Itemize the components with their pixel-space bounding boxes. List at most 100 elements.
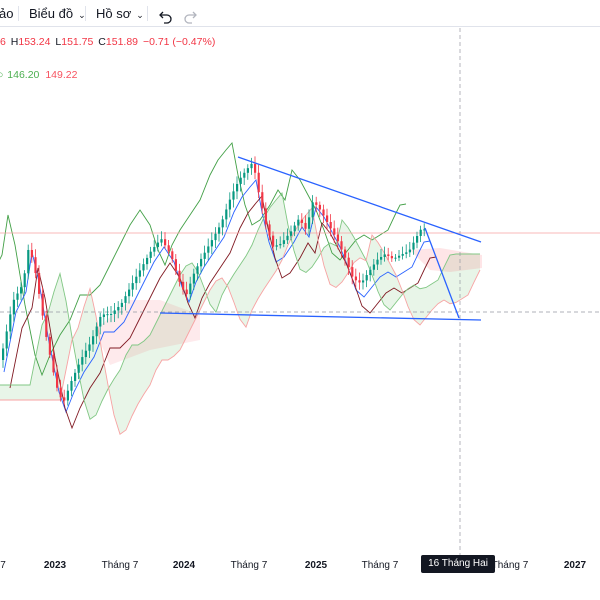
candle: [250, 157, 253, 175]
candle: [376, 252, 379, 271]
toolbar-divider: [147, 6, 148, 21]
candle: [308, 209, 311, 236]
candle: [383, 246, 386, 262]
candle: [401, 246, 404, 260]
candle: [408, 241, 411, 258]
candle: [56, 365, 59, 392]
candle: [210, 232, 213, 255]
ichimoku-value-2: 149.22: [45, 69, 78, 81]
candle: [423, 223, 426, 237]
candle: [23, 270, 26, 294]
legend-high-value: 153.24: [18, 36, 51, 48]
candle: [315, 196, 318, 212]
profile-menu-button[interactable]: Hồ sơ ⌄: [96, 0, 144, 27]
candle: [99, 312, 102, 335]
top-toolbar: ảo Biểu đồ ⌄ Hồ sơ ⌄: [0, 0, 600, 27]
candle: [200, 253, 203, 274]
candle: [254, 156, 257, 180]
candle: [243, 168, 246, 185]
candle: [63, 389, 66, 406]
candle: [225, 203, 228, 228]
candle: [272, 231, 275, 251]
chart-type-menu-button[interactable]: Biểu đồ ⌄: [29, 0, 86, 27]
candle: [333, 220, 336, 243]
candle: [232, 183, 235, 208]
candle: [344, 246, 347, 266]
candle: [92, 330, 95, 352]
candle: [268, 220, 271, 241]
candle: [59, 379, 62, 402]
time-axis[interactable]: 7 2023 Tháng 7 2024 Tháng 7 2025 Tháng 7 Tháng …: [0, 560, 586, 571]
candle: [138, 263, 141, 284]
candle: [38, 265, 41, 299]
candle: [66, 384, 69, 406]
candle: [70, 376, 73, 397]
candle: [167, 240, 170, 255]
candle: [156, 234, 159, 252]
candle: [362, 273, 365, 290]
leading-span-a-line: [0, 191, 480, 421]
candle: [329, 214, 332, 237]
ichimoku-visibility-icon[interactable]: ○: [0, 69, 4, 81]
resistance-trendline[interactable]: [237, 156, 482, 243]
candle: [380, 249, 383, 265]
time-axis-tick-label: 2024: [173, 560, 196, 571]
toolbar-divider: [85, 6, 86, 21]
candle: [52, 349, 55, 376]
candle: [318, 201, 321, 217]
candle: [275, 239, 278, 251]
candle: [261, 184, 264, 215]
candle: [182, 273, 185, 295]
candle: [264, 202, 267, 230]
redo-icon: [184, 11, 197, 24]
candle: [106, 306, 109, 323]
candle: [300, 213, 303, 229]
legend-low-value: 151.75: [61, 36, 94, 48]
candle: [218, 222, 221, 242]
candle: [322, 204, 325, 223]
candle: [12, 291, 15, 322]
candle: [131, 275, 134, 297]
candle: [214, 227, 217, 248]
undo-button[interactable]: [157, 6, 173, 24]
candle: [164, 232, 167, 249]
candle: [124, 291, 127, 311]
crosshair-date-label: 16 Tháng Hai '26: [421, 555, 495, 587]
candle: [354, 268, 357, 288]
price-chart[interactable]: 7 2023 Tháng 7 2024 Tháng 7 2025 Tháng 7 Tháng …: [0, 27, 600, 600]
candle: [203, 245, 206, 267]
breakdown-projection-line[interactable]: [424, 227, 460, 319]
leading-span-b-line: [0, 206, 481, 436]
candle: [394, 254, 397, 262]
candle: [347, 252, 350, 275]
candle: [16, 286, 19, 307]
legend-close-label: C: [98, 36, 106, 48]
candle: [304, 215, 307, 235]
candle: [135, 268, 138, 290]
candlestick-series: [2, 156, 426, 406]
legend-high-label: H: [10, 36, 19, 48]
toolbar-menu-item[interactable]: ảo: [0, 6, 14, 21]
candle: [351, 260, 354, 285]
redo-button[interactable]: [183, 6, 199, 24]
legend-open-value: 6: [0, 36, 6, 48]
support-trendline[interactable]: [159, 312, 482, 321]
candle: [387, 247, 390, 261]
candle: [77, 358, 80, 380]
candle: [257, 164, 260, 199]
chevron-down-icon: ⌄: [136, 10, 144, 20]
ichimoku-value-1: 146.20: [7, 69, 40, 81]
candle: [27, 244, 30, 280]
candle: [160, 231, 163, 247]
chevron-down-icon: ⌄: [78, 10, 86, 20]
candle: [178, 263, 181, 287]
candle: [88, 336, 91, 358]
candle: [30, 242, 33, 263]
candle: [192, 268, 195, 290]
candle: [110, 306, 113, 323]
profile-menu-label: Hồ sơ: [96, 6, 132, 21]
candle: [369, 266, 372, 282]
candle: [9, 306, 12, 339]
time-axis-tick-label: Tháng 7: [102, 560, 139, 571]
legend-close-value: 151.89: [105, 36, 139, 48]
